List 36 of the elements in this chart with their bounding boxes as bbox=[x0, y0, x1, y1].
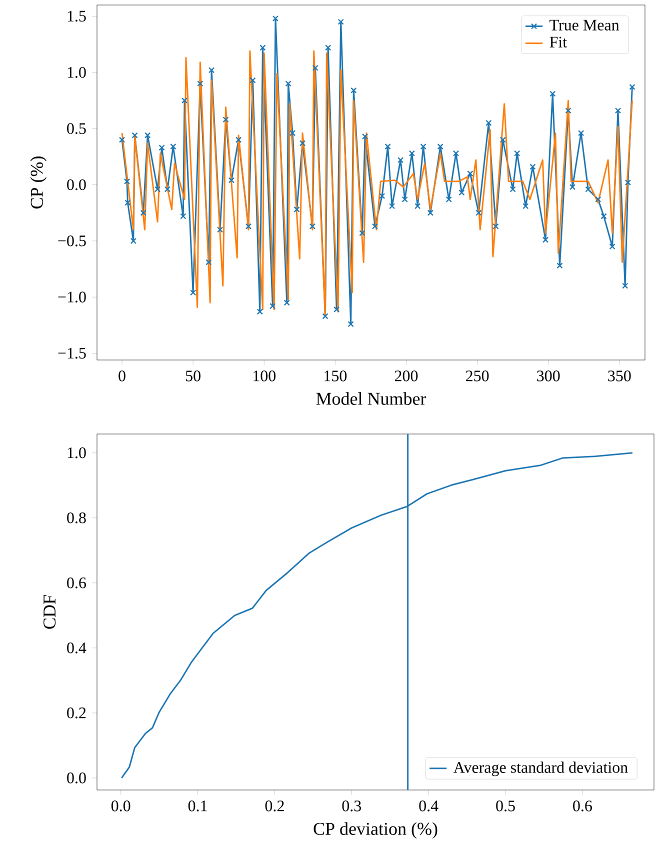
x-tick-label: 0.2 bbox=[265, 800, 284, 812]
x-tick-label: 0.0 bbox=[111, 800, 130, 812]
x-tick-label: 0 bbox=[118, 370, 126, 382]
y-tick-label: 0.6 bbox=[67, 577, 86, 588]
x-tick-label: 250 bbox=[466, 370, 489, 382]
legend-label: Fit bbox=[550, 36, 567, 48]
x-tick-label: 0.6 bbox=[573, 800, 592, 812]
y-tick-label: 0.8 bbox=[67, 512, 86, 524]
line-series bbox=[121, 50, 633, 317]
x-tick-label: 0.1 bbox=[188, 800, 207, 812]
y-tick-label: 0.4 bbox=[67, 642, 86, 654]
y-tick-label: −1.0 bbox=[58, 292, 86, 303]
y-tick-label: −0.5 bbox=[58, 235, 86, 246]
y-tick-label: 1.5 bbox=[68, 10, 86, 22]
legend-label: True Mean bbox=[550, 20, 620, 30]
x-tick-label: 0.3 bbox=[342, 800, 362, 812]
x-tick-label: 150 bbox=[324, 370, 347, 382]
y-axis-title: CDF bbox=[44, 595, 56, 629]
y-tick-label: 0.0 bbox=[67, 179, 86, 190]
y-tick-label: 0.2 bbox=[67, 708, 86, 718]
y-axis-title: CP (%) bbox=[30, 156, 47, 209]
x-tick-label: 300 bbox=[537, 370, 560, 382]
x-tick-label: 200 bbox=[394, 370, 418, 382]
y-tick-label: 0.5 bbox=[67, 123, 86, 134]
x-tick-label: 0.4 bbox=[419, 800, 438, 812]
y-tick-label: 0.0 bbox=[67, 772, 86, 784]
y-tick-label: 1.0 bbox=[68, 66, 86, 78]
x-axis-title: CP deviation (%) bbox=[314, 822, 438, 839]
x-tick-label: 0.5 bbox=[496, 800, 515, 812]
ref-line-label: Average standard deviation bbox=[454, 762, 628, 776]
x-tick-label: 50 bbox=[186, 370, 200, 382]
x-axis-title: Model Number bbox=[316, 392, 426, 405]
y-tick-label: −1.5 bbox=[58, 348, 86, 359]
x-tick-label: 100 bbox=[254, 370, 276, 382]
x-tick-label: 350 bbox=[608, 370, 631, 382]
y-tick-label: 1.0 bbox=[68, 447, 86, 458]
